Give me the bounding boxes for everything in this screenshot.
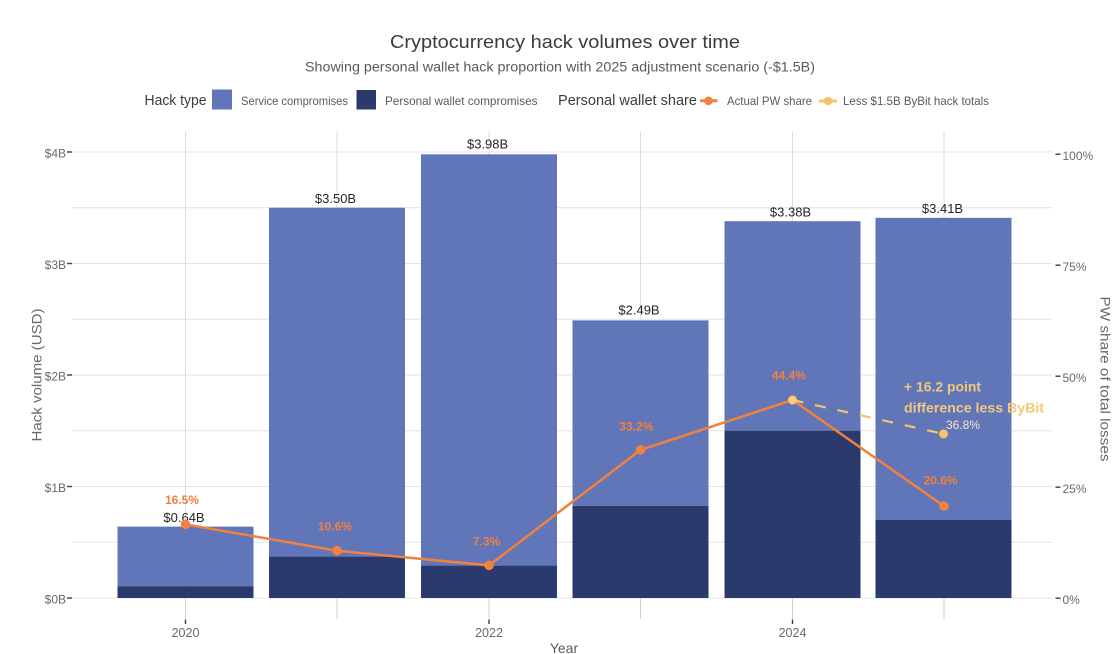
svg-text:10.6%: 10.6%	[318, 520, 352, 534]
svg-text:20.6%: 20.6%	[924, 473, 958, 487]
svg-text:Actual PW share: Actual PW share	[727, 94, 812, 108]
svg-text:+ 16.2 point: + 16.2 point	[904, 380, 982, 395]
svg-text:33.2%: 33.2%	[619, 419, 653, 433]
svg-text:0%: 0%	[1063, 593, 1081, 607]
svg-text:36.8%: 36.8%	[946, 418, 980, 432]
svg-text:Hack volume (USD): Hack volume (USD)	[29, 309, 45, 442]
svg-text:25%: 25%	[1063, 482, 1087, 496]
svg-text:$3.38B: $3.38B	[770, 204, 811, 219]
svg-text:PW share of total losses: PW share of total losses	[1098, 297, 1114, 462]
svg-text:$2B: $2B	[45, 369, 66, 383]
svg-text:$0.64B: $0.64B	[163, 510, 204, 525]
svg-text:Showing personal wallet hack p: Showing personal wallet hack proportion …	[305, 59, 815, 74]
svg-text:$0B: $0B	[45, 592, 66, 606]
svg-text:2022: 2022	[475, 626, 503, 640]
svg-text:44.4%: 44.4%	[772, 369, 806, 383]
svg-text:Service compromises: Service compromises	[241, 94, 348, 108]
svg-text:$3.41B: $3.41B	[922, 201, 963, 216]
svg-text:$1B: $1B	[45, 481, 66, 495]
svg-text:$3B: $3B	[45, 258, 66, 272]
svg-text:7.3%: 7.3%	[473, 534, 501, 548]
svg-text:Hack type: Hack type	[145, 92, 207, 109]
svg-text:$3.50B: $3.50B	[315, 191, 356, 206]
svg-text:Year: Year	[550, 640, 579, 654]
svg-text:2020: 2020	[172, 626, 200, 640]
svg-text:$2.49B: $2.49B	[618, 302, 659, 317]
svg-text:50%: 50%	[1063, 371, 1087, 385]
svg-text:difference less ByBit: difference less ByBit	[904, 401, 1045, 416]
svg-text:Personal wallet compromises: Personal wallet compromises	[385, 94, 538, 108]
svg-text:Personal wallet share: Personal wallet share	[558, 92, 697, 109]
svg-text:100%: 100%	[1063, 149, 1094, 163]
svg-text:16.5%: 16.5%	[165, 493, 199, 507]
svg-text:$3.98B: $3.98B	[467, 137, 508, 152]
svg-text:Cryptocurrency hack volumes ov: Cryptocurrency hack volumes over time	[390, 32, 740, 52]
svg-text:2024: 2024	[779, 626, 807, 640]
svg-text:$4B: $4B	[45, 146, 66, 160]
svg-text:75%: 75%	[1063, 260, 1087, 274]
svg-text:Less $1.5B ByBit hack totals: Less $1.5B ByBit hack totals	[843, 94, 989, 108]
